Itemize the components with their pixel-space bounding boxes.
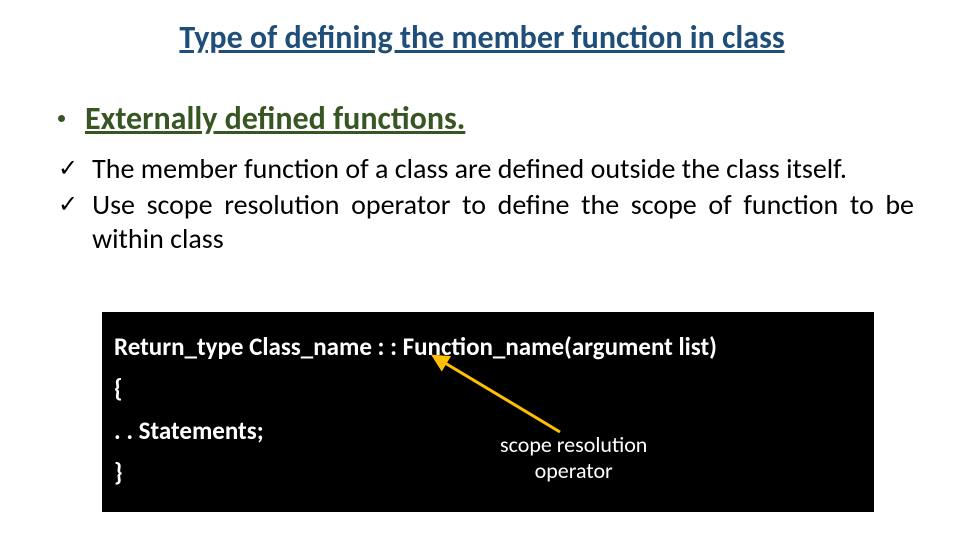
code-line: . . Statements; [114, 410, 862, 452]
check-icon: ✓ [58, 188, 78, 222]
bullet-row: Externally defined functions. [58, 99, 964, 138]
page-title: Type of defining the member function in … [0, 0, 964, 57]
list-item: ✓ The member function of a class are def… [58, 152, 914, 186]
bullet-text: Externally defined functions. [85, 99, 465, 138]
code-line: } [114, 452, 862, 494]
check-icon: ✓ [58, 152, 78, 186]
list-item: ✓ Use scope resolution operator to defin… [58, 188, 914, 256]
list-item-text: The member function of a class are defin… [92, 152, 914, 186]
code-line: Return_type Class_name : : Function_name… [114, 326, 862, 368]
list-item-text: Use scope resolution operator to define … [92, 188, 914, 256]
bullet-dot-icon [58, 115, 65, 122]
annotation-line1: scope resolution [500, 431, 647, 458]
check-list: ✓ The member function of a class are def… [58, 152, 914, 256]
code-block: Return_type Class_name : : Function_name… [102, 312, 874, 512]
annotation-label: scope resolution operator [500, 432, 647, 484]
code-line: { [114, 368, 862, 410]
annotation-line2: operator [535, 457, 613, 484]
